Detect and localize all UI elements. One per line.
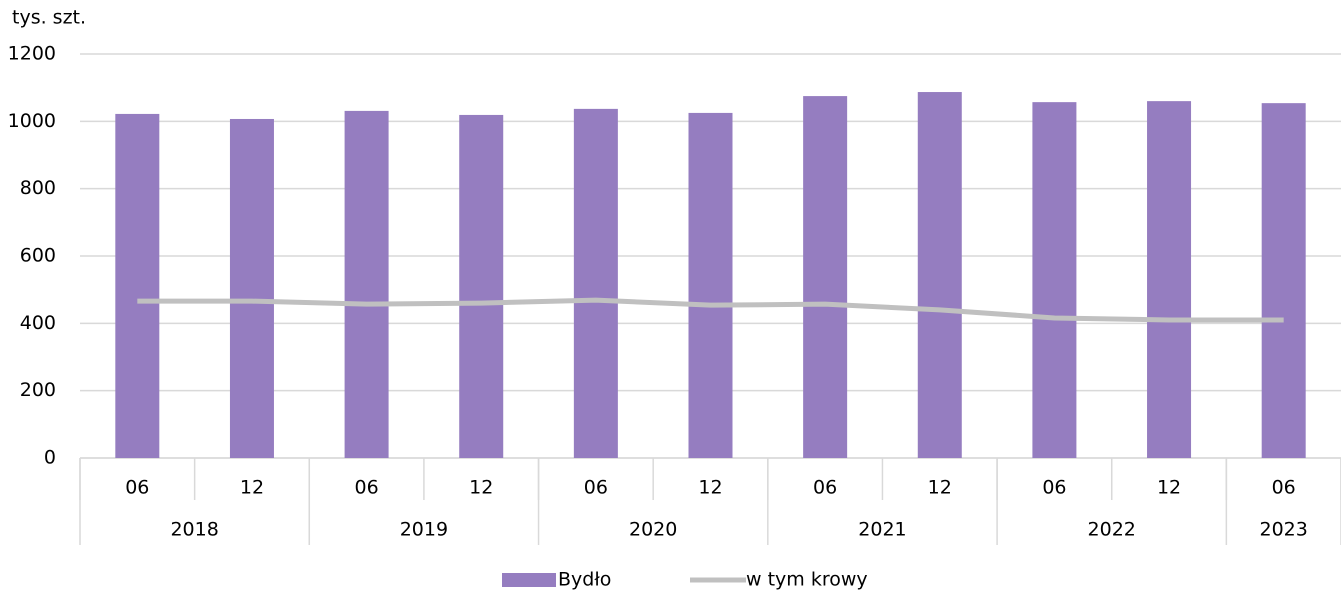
x-tick-label: 06 <box>813 477 837 499</box>
x-group-label: 2018 <box>170 519 218 541</box>
x-tick-label: 06 <box>1042 477 1066 499</box>
y-axis-label: tys. szt. <box>12 7 86 29</box>
x-group-label: 2021 <box>858 519 906 541</box>
y-tick-label: 800 <box>20 177 56 199</box>
legend-label: Bydło <box>558 569 611 591</box>
x-tick-label: 12 <box>240 477 264 499</box>
x-group-label: 2020 <box>629 519 677 541</box>
y-tick-label: 1000 <box>8 110 56 132</box>
bar <box>803 96 848 458</box>
x-group-label: 2019 <box>400 519 448 541</box>
x-tick-label: 12 <box>1157 477 1181 499</box>
y-tick-label: 600 <box>20 245 56 267</box>
bar <box>229 118 274 458</box>
x-tick-label: 06 <box>354 477 378 499</box>
bar <box>1261 103 1306 459</box>
legend-label: w tym krowy <box>746 569 868 591</box>
x-tick-label: 06 <box>125 477 149 499</box>
x-tick-label: 12 <box>469 477 493 499</box>
y-tick-label: 1200 <box>8 43 56 65</box>
bar <box>459 114 504 458</box>
x-tick-label: 06 <box>584 477 608 499</box>
bar <box>917 92 962 458</box>
y-tick-label: 0 <box>44 447 56 469</box>
x-group-label: 2023 <box>1260 519 1308 541</box>
legend-swatch <box>502 573 556 587</box>
x-tick-label: 12 <box>698 477 722 499</box>
bar <box>688 112 733 459</box>
bar <box>1032 102 1077 458</box>
bar <box>1147 101 1192 458</box>
y-tick-label: 200 <box>20 379 56 401</box>
bar <box>344 110 389 458</box>
bar <box>115 113 160 458</box>
y-tick-label: 400 <box>20 312 56 334</box>
x-group-label: 2022 <box>1088 519 1136 541</box>
x-tick-label: 12 <box>928 477 952 499</box>
x-tick-label: 06 <box>1272 477 1296 499</box>
bar <box>573 108 618 459</box>
line <box>137 297 1284 323</box>
